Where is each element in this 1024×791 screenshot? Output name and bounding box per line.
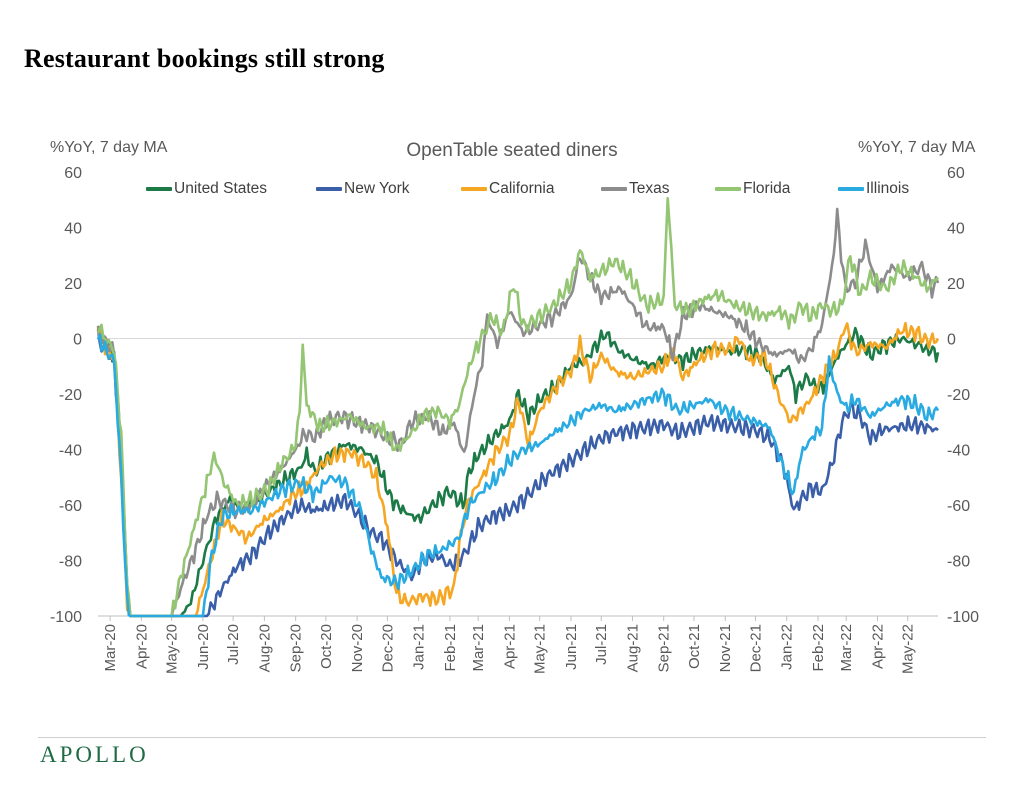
y-tick-label-left: -20 [59,387,82,404]
left-axis-unit-label: %YoY, 7 day MA [50,139,168,156]
footer-divider [38,737,986,738]
y-tick-label-left: 40 [64,221,82,238]
series-line-texas [96,207,940,618]
x-tick-label: May-21 [532,624,549,674]
legend-item-texas: Texas [601,180,670,198]
y-tick-label-right: -60 [947,498,970,515]
x-tick-label: Jun-20 [195,624,212,670]
y-tick-label-left: -60 [59,498,82,515]
y-tick-label-left: -40 [59,443,82,460]
series-line-new-york [96,329,939,618]
y-tick-label-left: 20 [64,276,82,293]
legend-swatch [715,187,741,191]
x-tick-label: Oct-21 [686,624,703,669]
legend-swatch [146,187,172,191]
legend-label: California [489,180,555,197]
x-tick-label: Dec-21 [747,624,764,672]
x-tick-label: Oct-20 [318,624,335,669]
y-tick-label-left: 0 [73,332,82,349]
x-tick-label: Nov-20 [349,624,366,672]
y-tick-label-right: -80 [947,554,970,571]
x-tick-label: Nov-21 [717,624,734,672]
x-tick-label: Apr-22 [869,624,886,669]
x-tick-label: Mar-21 [470,624,487,672]
legend-item-illinois: Illinois [838,180,909,198]
y-tick-label-right: 0 [947,332,956,349]
x-tick-label: Jul-21 [593,624,610,665]
legend-swatch [601,187,627,191]
x-tick-label: May-22 [900,624,917,674]
legend-label: New York [344,180,410,197]
legend-swatch [461,187,487,191]
y-tick-label-right: 60 [947,165,965,182]
brand-logo: APOLLO [40,742,149,767]
series-line-illinois [96,333,940,618]
y-tick-label-left: -100 [50,609,82,626]
x-tick-label: Apr-21 [501,624,518,669]
x-tick-label: Feb-21 [442,624,459,672]
x-tick-label: Jul-20 [225,624,242,665]
legend-item-new-york: New York [316,180,409,198]
y-tick-label-right: 20 [947,276,965,293]
y-tick-label-left: 60 [64,165,82,182]
series-line-florida [96,196,940,618]
y-tick-label-left: -80 [59,554,82,571]
x-tick-label: Jan-21 [411,624,428,670]
x-tick-label: Aug-21 [624,624,641,672]
x-tick-label: Dec-20 [379,624,396,672]
x-tick-label: Sep-21 [656,624,673,672]
x-tick-label: Jan-22 [779,624,796,670]
right-axis-unit-label: %YoY, 7 day MA [858,139,976,156]
x-tick-label: Aug-20 [256,624,273,672]
legend-swatch [838,187,864,191]
x-tick-label: Feb-22 [810,624,827,672]
x-tick-label: Apr-20 [133,624,150,669]
legend-label: United States [174,180,268,197]
y-tick-label-right: -40 [947,443,970,460]
legend-label: Illinois [866,180,910,197]
legend-item-florida: Florida [715,180,790,198]
legend-label: Texas [629,180,670,197]
x-tick-label: Sep-20 [288,624,305,672]
y-tick-label-right: -100 [947,609,979,626]
x-tick-label: Mar-22 [838,624,855,672]
series-line-united-states [97,326,940,618]
page-title: Restaurant bookings still strong [24,44,385,73]
chart-title: OpenTable seated diners [406,140,618,161]
x-tick-label: Jun-21 [563,624,580,670]
series-line-california [96,321,940,618]
legend-item-california: California [461,180,554,198]
y-tick-label-right: -20 [947,387,970,404]
x-tick-label: Mar-20 [102,624,119,672]
legend-label: Florida [743,180,791,197]
y-tick-label-right: 40 [947,221,965,238]
legend-item-united-states: United States [146,180,267,198]
legend-swatch [316,187,342,191]
x-tick-label: May-20 [164,624,181,674]
